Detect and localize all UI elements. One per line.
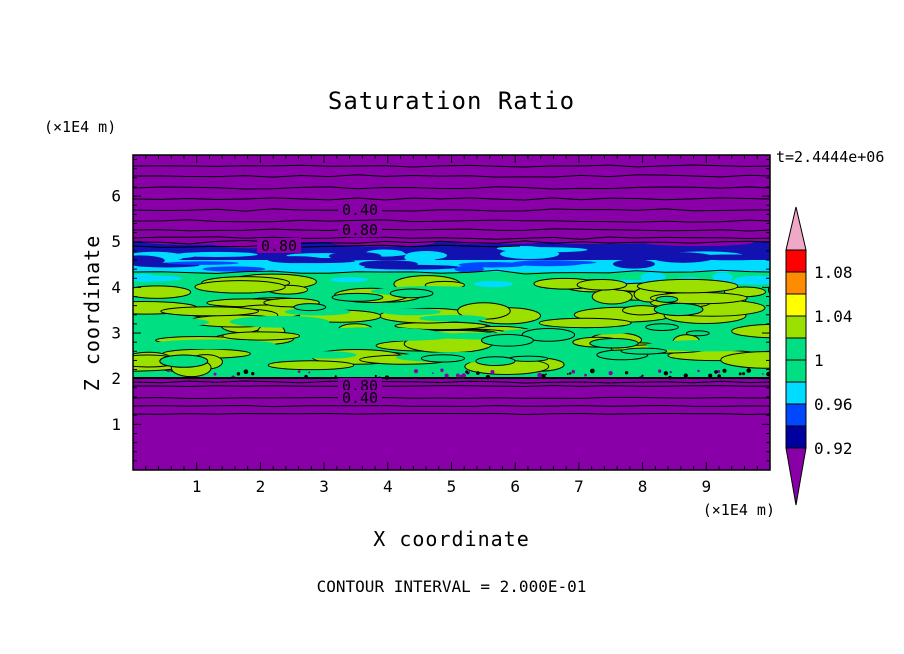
x-tick-label: 8: [638, 477, 648, 496]
colorbar-segment: [785, 337, 807, 361]
x-axis-unit-label: (×1E4 m): [702, 501, 775, 519]
x-tick-label: 2: [256, 477, 266, 496]
colorbar-arrow-top: [785, 206, 807, 251]
x-tick-label: 4: [383, 477, 393, 496]
colorbar-arrow-bottom: [785, 447, 807, 506]
colorbar-label: 1.04: [814, 307, 853, 326]
colorbar-segment: [785, 293, 807, 317]
x-tick-label: 7: [574, 477, 584, 496]
contour-line-label: 0.80: [342, 221, 378, 239]
x-tick-label: 9: [701, 477, 711, 496]
contour-line-label: 0.40: [342, 389, 378, 407]
colorbar-segment: [785, 271, 807, 295]
axis-ticks: [133, 155, 770, 470]
contour-line-label: 0.40: [342, 201, 378, 219]
y-tick-label: 4: [111, 278, 121, 297]
colorbar-segment: [785, 315, 807, 339]
x-axis-title: X coordinate: [373, 527, 530, 551]
y-tick-label: 5: [111, 232, 121, 251]
y-axis-unit-label: (×1E4 m): [44, 118, 117, 136]
colorbar-segment: [785, 403, 807, 427]
y-axis-title: Z coordinate: [80, 234, 104, 392]
colorbar-label: 1: [814, 351, 824, 370]
colorbar-segment: [785, 359, 807, 383]
y-tick-label: 1: [111, 415, 121, 434]
x-tick-label: 3: [319, 477, 329, 496]
chart-title: Saturation Ratio: [327, 87, 576, 115]
y-tick-label: 2: [111, 369, 121, 388]
x-tick-label: 5: [447, 477, 457, 496]
contour-line-label: 0.80: [261, 237, 297, 255]
colorbar-segment: [785, 425, 807, 449]
contour-interval-label: CONTOUR INTERVAL = 2.000E-01: [316, 577, 587, 596]
contour-field: 0.400.800.800.800.40: [133, 155, 770, 470]
colorbar-label: 0.96: [814, 395, 853, 414]
y-tick-label: 6: [111, 187, 121, 206]
x-tick-label: 1: [192, 477, 202, 496]
colorbar-label: 0.92: [814, 439, 853, 458]
colorbar-segment: [785, 381, 807, 405]
y-tick-label: 3: [111, 324, 121, 343]
timestamp-label: t=2.4444e+06: [776, 148, 885, 166]
colorbar-segment: [785, 249, 807, 273]
x-tick-label: 6: [510, 477, 520, 496]
colorbar-label: 1.08: [814, 263, 853, 282]
